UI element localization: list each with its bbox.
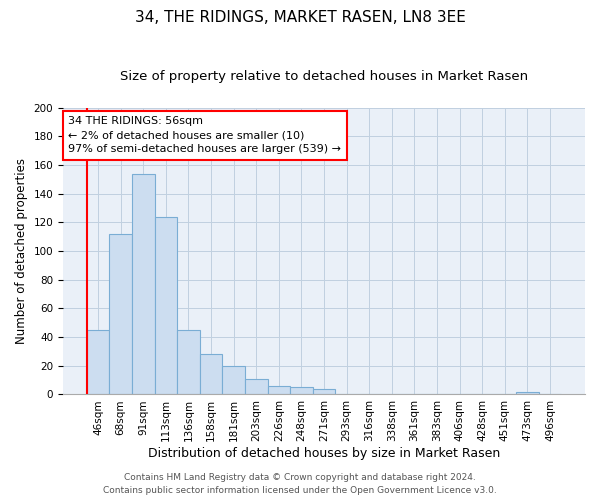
Bar	[245, 378, 268, 394]
Bar	[132, 174, 155, 394]
Bar	[155, 216, 177, 394]
Text: Contains HM Land Registry data © Crown copyright and database right 2024.
Contai: Contains HM Land Registry data © Crown c…	[103, 474, 497, 495]
Bar	[313, 388, 335, 394]
Bar	[516, 392, 539, 394]
Bar	[268, 386, 290, 394]
Title: Size of property relative to detached houses in Market Rasen: Size of property relative to detached ho…	[120, 70, 528, 83]
Bar	[177, 330, 200, 394]
Bar	[223, 366, 245, 394]
Text: 34 THE RIDINGS: 56sqm
← 2% of detached houses are smaller (10)
97% of semi-detac: 34 THE RIDINGS: 56sqm ← 2% of detached h…	[68, 116, 341, 154]
Bar	[290, 388, 313, 394]
Bar	[200, 354, 223, 395]
Bar	[87, 330, 109, 394]
X-axis label: Distribution of detached houses by size in Market Rasen: Distribution of detached houses by size …	[148, 447, 500, 460]
Text: 34, THE RIDINGS, MARKET RASEN, LN8 3EE: 34, THE RIDINGS, MARKET RASEN, LN8 3EE	[134, 10, 466, 25]
Y-axis label: Number of detached properties: Number of detached properties	[15, 158, 28, 344]
Bar	[109, 234, 132, 394]
